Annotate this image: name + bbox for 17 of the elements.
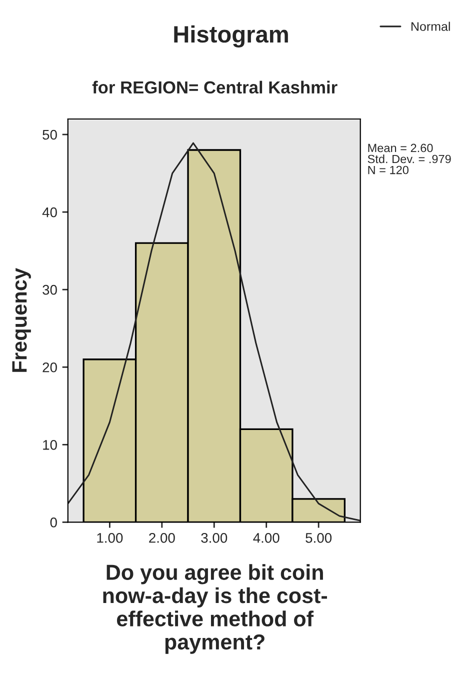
- y-tick-label: 20: [42, 362, 57, 372]
- y-tick-label: 30: [42, 284, 57, 295]
- y-tick-label: 40: [42, 207, 57, 218]
- text: Mean = 2.60 Std. Dev. = .979 N = 120: [368, 144, 451, 174]
- legend-label: Normal: [411, 22, 450, 31]
- y-tick-label: 50: [42, 130, 57, 140]
- chart-title: Histogram: [174, 25, 288, 48]
- y-tick-label: 0: [50, 518, 57, 528]
- x-axis-title: Do you agree bit coin now-a-day is the cost- effective method of payment?: [103, 564, 328, 654]
- x-tick-label: 3.00: [201, 532, 228, 543]
- x-tick-label: 4.00: [253, 532, 280, 543]
- y-tick-label: 10: [43, 440, 57, 450]
- chart-subtitle: for REGION= Central Kashmir: [92, 80, 338, 94]
- x-tick-label: 5.00: [306, 532, 332, 543]
- y-axis-title: Frequency: [12, 268, 31, 372]
- x-tick-label: 1.00: [97, 532, 123, 543]
- x-tick-label: 2.00: [149, 532, 175, 543]
